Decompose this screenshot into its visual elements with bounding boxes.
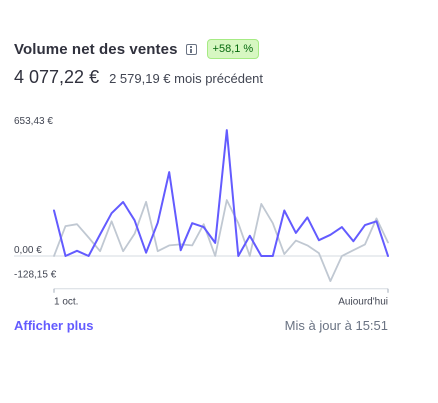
current-value: 4 077,22 €	[14, 67, 100, 87]
x-tick-label: Aujourd'hui	[338, 297, 388, 305]
current-period-line	[53, 129, 389, 257]
widget-header: Volume net des ventes +58,1 %	[14, 38, 260, 60]
widget-values: 4 077,22 € 2 579,19 € mois précédent	[14, 67, 263, 88]
x-tick-label: 1 oct.	[54, 297, 78, 305]
y-tick-label: -128,15 €	[14, 270, 57, 281]
previous-period-line	[53, 199, 389, 283]
y-tick-label: 653,43 €	[14, 116, 53, 127]
show-more-link[interactable]: Afficher plus	[14, 318, 94, 333]
previous-value: 2 579,19 € mois précédent	[109, 71, 264, 86]
updated-time: Mis à jour à 15:51	[284, 318, 388, 333]
y-tick-label: 0,00 €	[14, 245, 42, 256]
widget-title: Volume net des ventes	[14, 40, 178, 58]
growth-badge: +58,1 %	[206, 39, 260, 59]
sales-line-chart[interactable]: 653,43 € 0,00 € -128,15 € 1 oct. Aujourd'hui	[0, 105, 438, 305]
info-icon[interactable]	[185, 43, 197, 55]
